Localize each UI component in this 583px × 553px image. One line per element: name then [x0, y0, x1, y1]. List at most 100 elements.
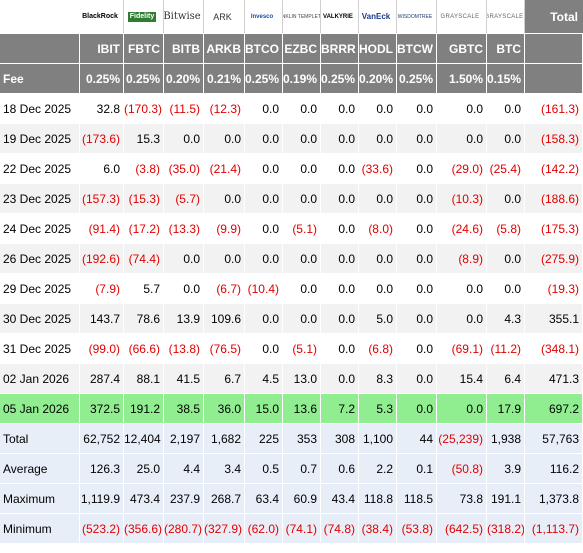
flow-value: 5.7 — [124, 274, 164, 304]
flow-value: 15.4 — [437, 364, 487, 394]
total-header: Total — [525, 0, 583, 34]
summary-total: 57,763 — [525, 424, 583, 454]
flow-value: 0.0 — [283, 244, 321, 274]
logo-cell: GRAYSCALE — [437, 0, 487, 34]
summary-label: Total — [0, 424, 80, 454]
flow-value: 0.0 — [359, 184, 397, 214]
flow-value: (5.1) — [283, 214, 321, 244]
table-row: 29 Dec 2025 (7.9) 5.7 0.0 (6.7) (10.4) 0.0 0.0 0… — [0, 274, 583, 304]
flow-value: 0.0 — [437, 304, 487, 334]
row-date: 31 Dec 2025 — [0, 334, 80, 364]
flow-value: (10.4) — [245, 274, 283, 304]
flow-value: (5.7) — [164, 184, 204, 214]
flow-value: (8.9) — [437, 244, 487, 274]
fee-value: 0.25% — [124, 64, 164, 94]
summary-value: (74.8) — [321, 514, 359, 544]
ticker-header: IBIT — [80, 34, 124, 64]
fee-value: 0.25% — [397, 64, 437, 94]
summary-value: 473.4 — [124, 484, 164, 514]
row-date: 29 Dec 2025 — [0, 274, 80, 304]
flow-value: (91.4) — [80, 214, 124, 244]
flow-value: (7.9) — [80, 274, 124, 304]
flow-value: 0.0 — [164, 274, 204, 304]
flow-value: 0.0 — [245, 94, 283, 124]
summary-row: Total 62,752 12,404 2,197 1,682 225 353 308 1,10… — [0, 424, 583, 454]
flow-value: (192.6) — [80, 244, 124, 274]
flow-value: 0.0 — [283, 304, 321, 334]
ticker-header: EZBC — [283, 34, 321, 64]
logo-cell: VALKYRIE — [321, 0, 359, 34]
flow-value: 0.0 — [321, 364, 359, 394]
vaneck-logo: VanEck — [361, 11, 391, 21]
row-date: 22 Dec 2025 — [0, 154, 80, 184]
flow-value: 0.0 — [321, 94, 359, 124]
summary-value: 44 — [397, 424, 437, 454]
flow-value: (6.7) — [204, 274, 245, 304]
summary-value: 25.0 — [124, 454, 164, 484]
flow-value: 0.0 — [437, 394, 487, 424]
flow-value: 0.0 — [487, 184, 525, 214]
summary-total: 1,373.8 — [525, 484, 583, 514]
franklin-logo: FRANKLIN TEMPLETON — [283, 13, 321, 20]
ticker-header: BTC — [487, 34, 525, 64]
flow-value: 0.0 — [437, 274, 487, 304]
fee-value: 0.20% — [359, 64, 397, 94]
flow-value: 0.0 — [204, 184, 245, 214]
summary-value: (38.4) — [359, 514, 397, 544]
fidelity-logo: Fidelity — [127, 11, 157, 22]
logo-cell: GRAYSCALE — [487, 0, 525, 34]
flow-value: 13.9 — [164, 304, 204, 334]
flow-value: 0.0 — [321, 274, 359, 304]
flow-value: 0.0 — [245, 244, 283, 274]
flow-value: 6.4 — [487, 364, 525, 394]
summary-value: 3.9 — [487, 454, 525, 484]
summary-value: (62.0) — [245, 514, 283, 544]
summary-value: 4.4 — [164, 454, 204, 484]
table-row: 18 Dec 2025 32.8 (170.3) (11.5) (12.3) 0.0 0.0… — [0, 94, 583, 124]
flow-value: 0.0 — [397, 394, 437, 424]
table-row: 30 Dec 2025 143.7 78.6 13.9 109.6 0.0 0.0 0.0 5.… — [0, 304, 583, 334]
flow-value: 0.0 — [359, 274, 397, 304]
row-total: (161.3) — [525, 94, 583, 124]
ticker-header: HODL — [359, 34, 397, 64]
flow-value: 41.5 — [164, 364, 204, 394]
flow-value: (99.0) — [80, 334, 124, 364]
summary-value: (327.9) — [204, 514, 245, 544]
row-date: 24 Dec 2025 — [0, 214, 80, 244]
fee-value: 0.21% — [204, 64, 245, 94]
flow-value: 5.0 — [359, 304, 397, 334]
row-total: (188.6) — [525, 184, 583, 214]
row-total: 471.3 — [525, 364, 583, 394]
flow-value: 15.0 — [245, 394, 283, 424]
fee-value: 0.15% — [487, 64, 525, 94]
flow-value: 0.0 — [245, 214, 283, 244]
ticker-header: FBTC — [124, 34, 164, 64]
flow-value: (173.6) — [80, 124, 124, 154]
flow-value: (5.8) — [487, 214, 525, 244]
summary-value: 268.7 — [204, 484, 245, 514]
logo-cell: Invesco — [245, 0, 283, 34]
row-total: (142.2) — [525, 154, 583, 184]
flow-value: 38.5 — [164, 394, 204, 424]
valkyrie-logo: VALKYRIE — [323, 13, 353, 20]
summary-row: Average 126.3 25.0 4.4 3.4 0.5 0.7 0.6 2.2 0.1 (50… — [0, 454, 583, 484]
row-total: 697.2 — [525, 394, 583, 424]
flow-value: 0.0 — [204, 244, 245, 274]
flow-value: 6.7 — [204, 364, 245, 394]
row-date: 26 Dec 2025 — [0, 244, 80, 274]
flow-value: (6.8) — [359, 334, 397, 364]
flow-value: (25.4) — [487, 154, 525, 184]
summary-value: 0.6 — [321, 454, 359, 484]
flow-value: 143.7 — [80, 304, 124, 334]
fee-value: 1.50% — [437, 64, 487, 94]
ticker-row-spacer — [0, 34, 80, 64]
summary-value: 0.5 — [245, 454, 283, 484]
row-date: 05 Jan 2026 — [0, 394, 80, 424]
flow-value: 0.0 — [397, 274, 437, 304]
flow-value: 0.0 — [283, 124, 321, 154]
flow-value: (12.3) — [204, 94, 245, 124]
summary-value: 62,752 — [80, 424, 124, 454]
table-row: 31 Dec 2025 (99.0) (66.6) (13.8) (76.5) 0.0 (5… — [0, 334, 583, 364]
grayscale-logo: GRAYSCALE — [440, 13, 480, 20]
row-total: (348.1) — [525, 334, 583, 364]
